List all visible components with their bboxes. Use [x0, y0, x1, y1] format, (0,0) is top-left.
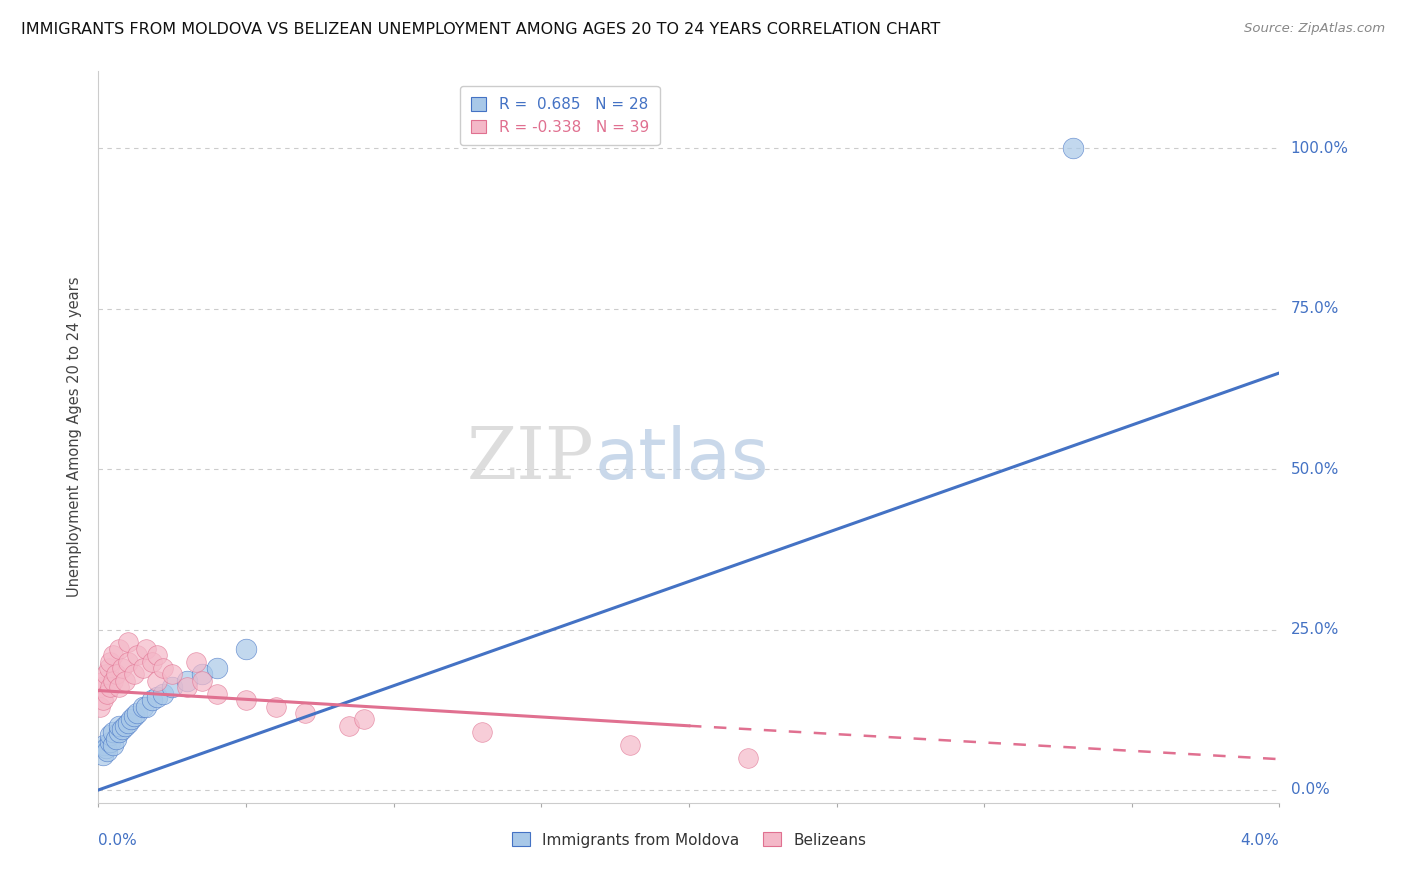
- Point: [96, 744, 118, 758]
- Point: [146, 673, 169, 688]
- Point: [91, 747, 114, 762]
- Point: [108, 681, 131, 695]
- Point: [120, 712, 142, 726]
- Point: [619, 738, 641, 752]
- Point: [108, 725, 131, 739]
- Point: [117, 655, 139, 669]
- Point: [91, 693, 114, 707]
- Text: 25.0%: 25.0%: [1291, 622, 1339, 637]
- Point: [1062, 141, 1084, 155]
- Point: [135, 641, 157, 656]
- Text: 4.0%: 4.0%: [1240, 833, 1279, 848]
- Point: [117, 635, 139, 649]
- Point: [132, 699, 155, 714]
- Point: [94, 667, 117, 681]
- Point: [191, 667, 214, 681]
- Point: [93, 738, 115, 752]
- Point: [184, 655, 207, 669]
- Point: [162, 667, 183, 681]
- Point: [108, 719, 131, 733]
- Point: [103, 673, 125, 688]
- Point: [737, 751, 759, 765]
- Point: [89, 699, 111, 714]
- Point: [176, 673, 198, 688]
- Point: [141, 655, 163, 669]
- Text: 50.0%: 50.0%: [1291, 462, 1339, 476]
- Point: [111, 722, 134, 736]
- Point: [105, 731, 128, 746]
- Point: [90, 681, 112, 695]
- Point: [152, 687, 174, 701]
- Text: 75.0%: 75.0%: [1291, 301, 1339, 317]
- Point: [98, 735, 121, 749]
- Text: IMMIGRANTS FROM MOLDOVA VS BELIZEAN UNEMPLOYMENT AMONG AGES 20 TO 24 YEARS CORRE: IMMIGRANTS FROM MOLDOVA VS BELIZEAN UNEM…: [21, 22, 941, 37]
- Point: [103, 725, 125, 739]
- Point: [98, 728, 121, 742]
- Point: [114, 719, 136, 733]
- Y-axis label: Unemployment Among Ages 20 to 24 years: Unemployment Among Ages 20 to 24 years: [67, 277, 83, 598]
- Point: [471, 725, 494, 739]
- Point: [96, 687, 118, 701]
- Text: 100.0%: 100.0%: [1291, 141, 1348, 156]
- Text: atlas: atlas: [595, 425, 769, 493]
- Point: [146, 690, 169, 704]
- Point: [176, 681, 198, 695]
- Point: [98, 681, 121, 695]
- Text: ZIP: ZIP: [467, 424, 595, 494]
- Point: [125, 706, 148, 720]
- Point: [191, 673, 214, 688]
- Point: [141, 693, 163, 707]
- Point: [94, 741, 117, 756]
- Point: [235, 641, 257, 656]
- Point: [146, 648, 169, 663]
- Point: [105, 667, 128, 681]
- Point: [132, 661, 155, 675]
- Point: [108, 641, 131, 656]
- Point: [294, 706, 316, 720]
- Point: [122, 667, 145, 681]
- Point: [114, 673, 136, 688]
- Point: [135, 699, 157, 714]
- Point: [93, 673, 115, 688]
- Point: [235, 693, 257, 707]
- Point: [125, 648, 148, 663]
- Point: [339, 719, 361, 733]
- Point: [162, 681, 183, 695]
- Point: [152, 661, 174, 675]
- Text: Source: ZipAtlas.com: Source: ZipAtlas.com: [1244, 22, 1385, 36]
- Point: [264, 699, 287, 714]
- Text: 0.0%: 0.0%: [1291, 782, 1329, 797]
- Point: [205, 661, 228, 675]
- Point: [103, 648, 125, 663]
- Point: [111, 661, 134, 675]
- Point: [122, 709, 145, 723]
- Point: [103, 738, 125, 752]
- Point: [117, 715, 139, 730]
- Legend: Immigrants from Moldova, Belizeans: Immigrants from Moldova, Belizeans: [506, 826, 872, 854]
- Point: [353, 712, 375, 726]
- Point: [97, 661, 120, 675]
- Point: [205, 687, 228, 701]
- Point: [98, 655, 121, 669]
- Text: 0.0%: 0.0%: [98, 833, 138, 848]
